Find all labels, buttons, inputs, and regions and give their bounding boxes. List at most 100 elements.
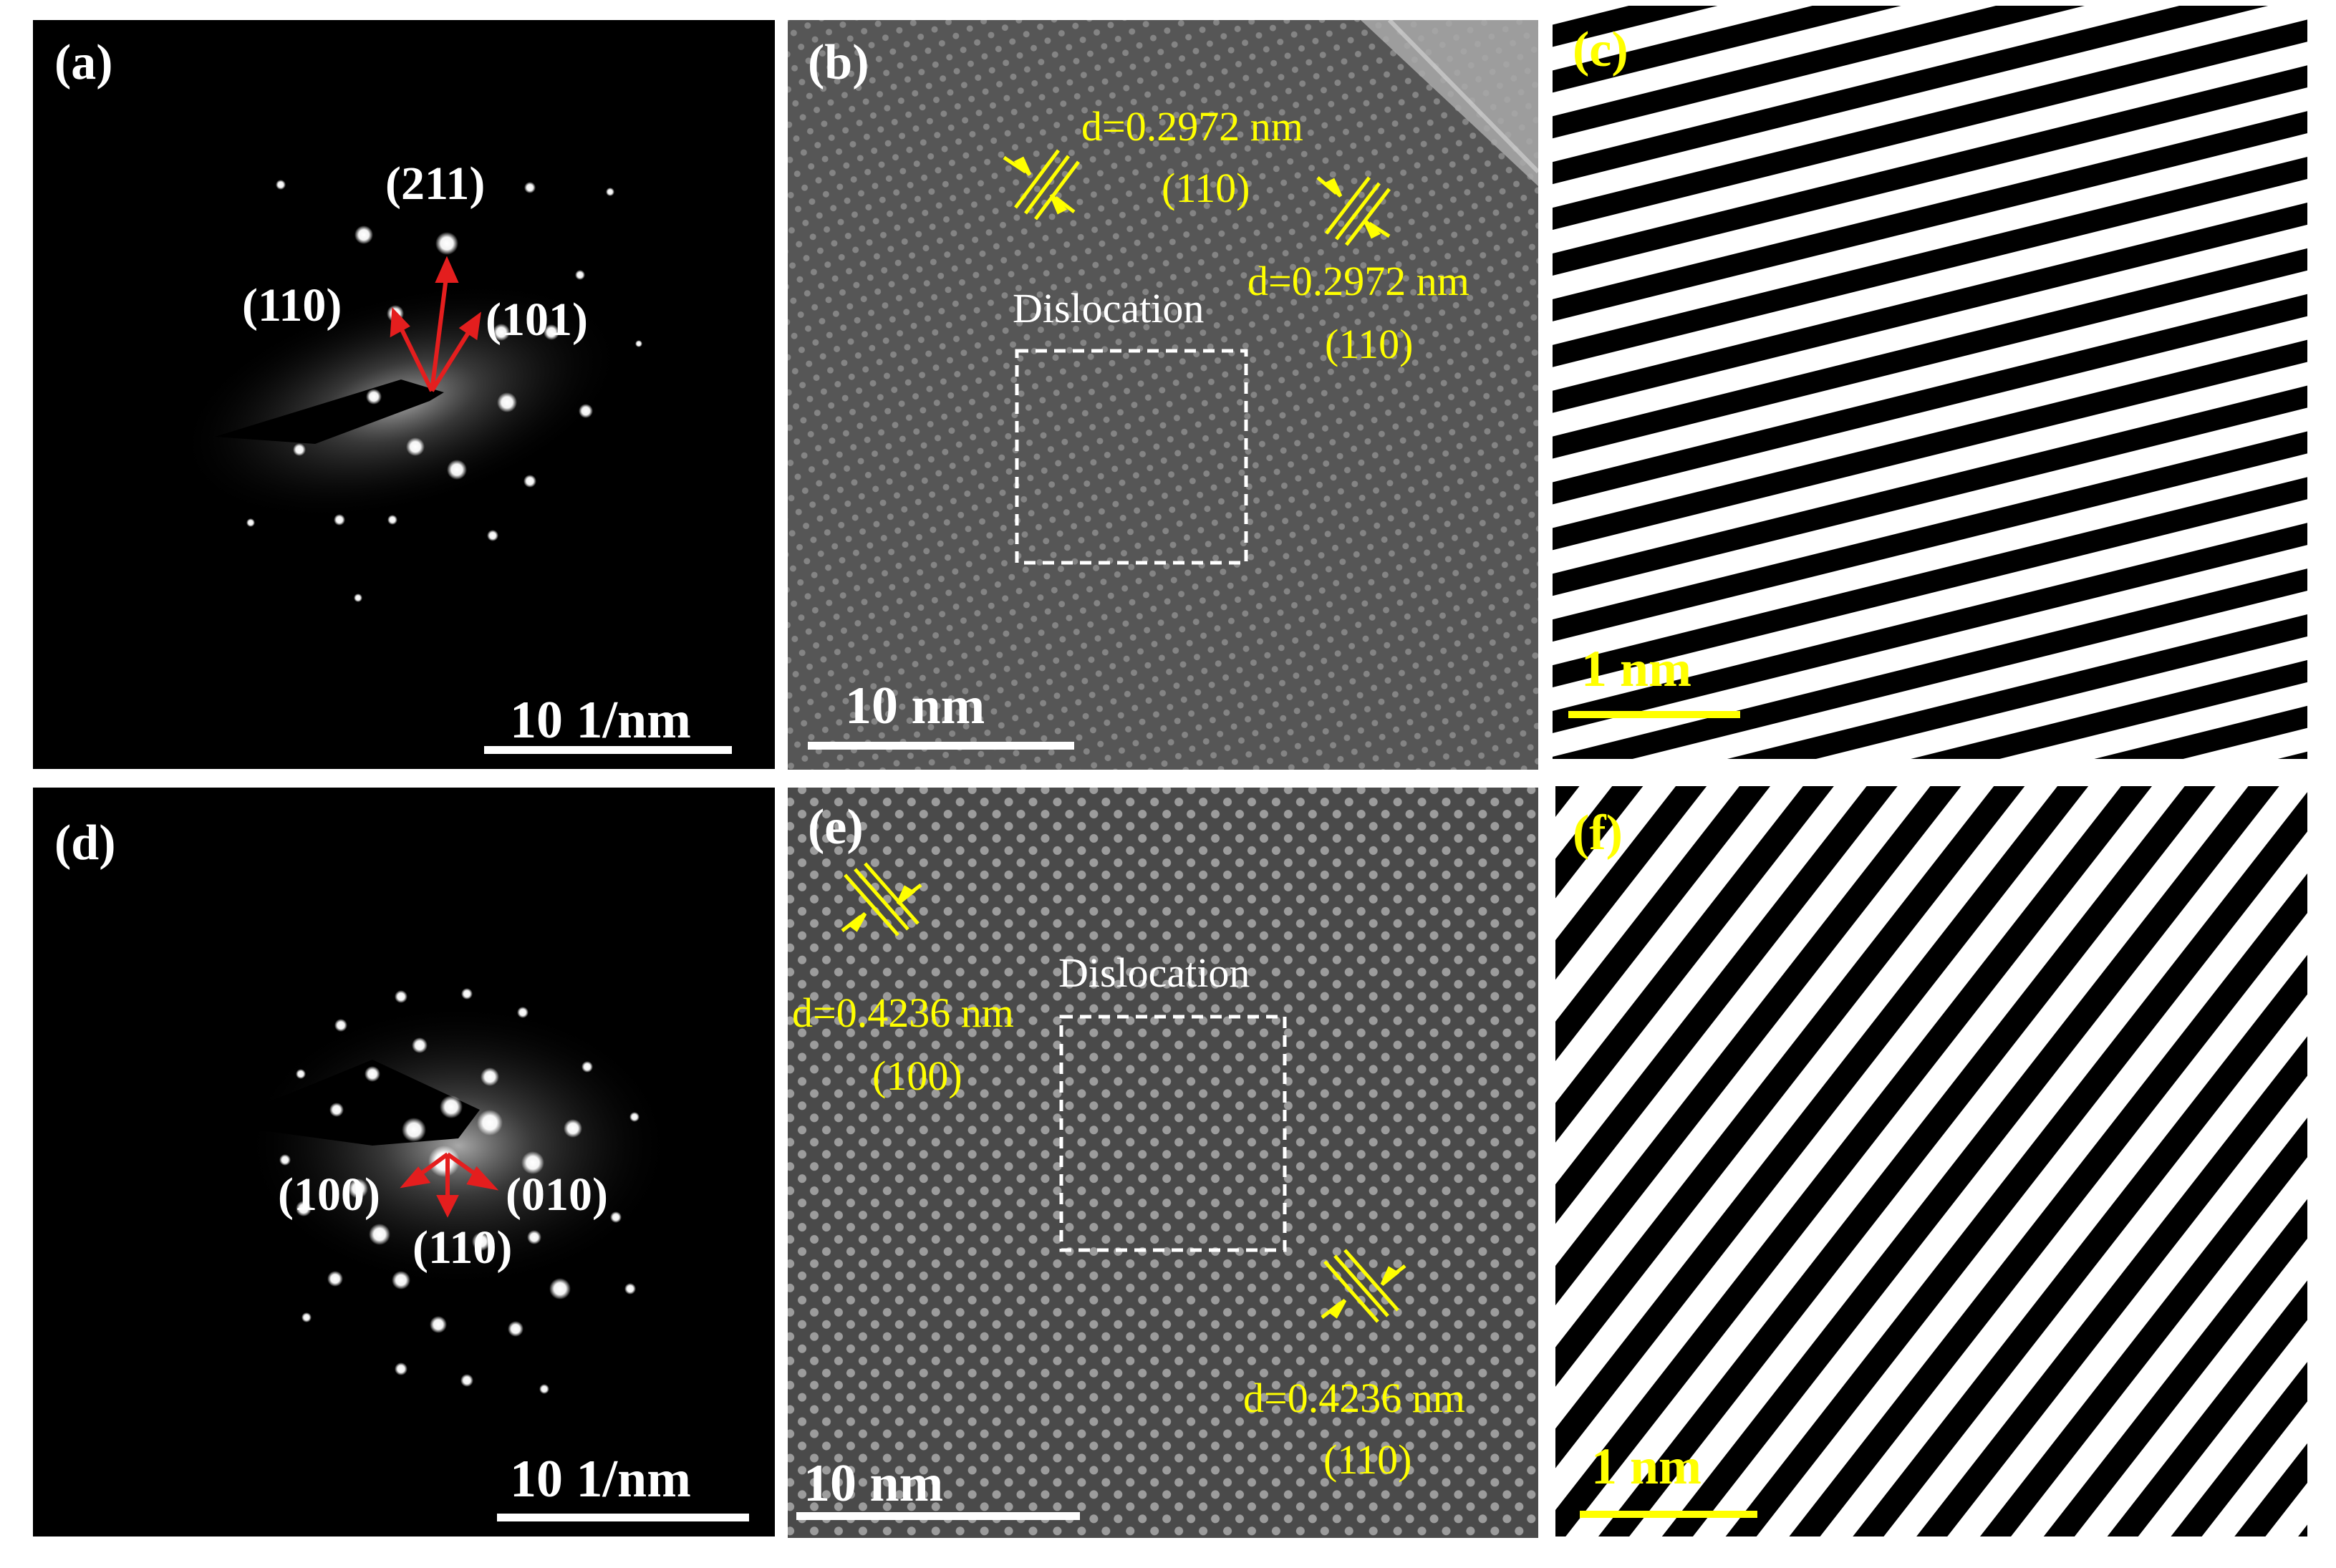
diffraction-spot — [508, 1321, 523, 1337]
diffraction-spot — [539, 1384, 549, 1394]
diffraction-spot — [293, 443, 306, 456]
panel-d: (d) (100) (010) (110) 10 1/nm — [33, 788, 775, 1536]
dislocation-label: Dislocation — [1013, 285, 1204, 331]
diffraction-spot — [523, 475, 536, 488]
fringe-marker-1 — [841, 862, 922, 937]
diffraction-spot — [579, 404, 593, 418]
diffraction-spot — [487, 530, 498, 541]
diffraction-spot — [544, 324, 559, 340]
panel-a-label: (a) — [54, 35, 113, 90]
diffraction-spot — [564, 1119, 582, 1138]
scale-bar-label: 10 nm — [845, 677, 985, 735]
dislocation-box — [1059, 1015, 1287, 1252]
diffraction-spots — [279, 988, 639, 1394]
fringe-marker-2 — [1316, 176, 1391, 246]
panel-a: (a) (211) (110) (101) 10 1/nm — [33, 20, 775, 769]
diffraction-spot — [296, 1201, 312, 1216]
panel-b: (b) d=0.2972 nm (110) d=0.2972 nm (110) … — [788, 20, 1538, 770]
diffraction-spot — [334, 1019, 347, 1032]
scale-bar — [484, 746, 732, 754]
diffraction-spot — [575, 270, 585, 280]
diffraction-spot — [521, 1151, 544, 1174]
diffraction-spot — [395, 990, 407, 1003]
spot-label-110: (110) — [412, 1221, 512, 1274]
plane-2: (110) — [1323, 1436, 1411, 1483]
diffraction-spot — [524, 182, 536, 193]
panel-c-label: (c) — [1573, 22, 1628, 77]
diffraction-spot — [392, 1271, 410, 1289]
beam-stopper — [215, 379, 444, 444]
spot-label-110: (110) — [242, 279, 342, 331]
panel-d-label: (d) — [54, 816, 116, 871]
scale-bar — [497, 1514, 749, 1521]
diffraction-spot — [493, 324, 510, 341]
diffraction-spot — [366, 389, 382, 405]
amorphous-region — [1361, 20, 1538, 186]
diffraction-spot — [354, 226, 373, 244]
diffraction-spot — [276, 180, 286, 190]
diffraction-spot — [406, 437, 425, 456]
diffraction-spot — [329, 1103, 344, 1117]
diffraction-spot — [461, 988, 473, 1000]
scale-bar — [808, 742, 1074, 750]
diffraction-spot — [472, 1232, 491, 1251]
diffraction-spot — [348, 1179, 368, 1199]
panel-e: (e) d=0.4236 nm (100) Dislocation d=0.42… — [788, 788, 1538, 1538]
scale-bar-label: 1 nm — [1581, 640, 1691, 697]
diffraction-spot — [481, 1068, 499, 1086]
diffraction-spot — [497, 392, 517, 412]
diffraction-spot — [301, 1312, 312, 1322]
hrtem-lattice — [788, 20, 1538, 770]
diffraction-spot — [435, 232, 458, 255]
diffraction-spot — [629, 1112, 639, 1122]
diffraction-spot — [327, 1271, 343, 1287]
diffraction-spot — [354, 594, 362, 602]
panel-f: (f) 1 nm — [1555, 786, 2307, 1536]
diffraction-spot — [460, 1374, 473, 1387]
diffraction-spot — [581, 1061, 593, 1073]
scale-bar — [796, 1512, 1080, 1520]
d-spacing-1: d=0.2972 nm — [1081, 103, 1303, 150]
panel-b-label: (b) — [808, 35, 869, 90]
diffraction-spot — [279, 1154, 291, 1166]
diffraction-spot — [387, 515, 397, 525]
diffraction-spot — [635, 340, 642, 347]
spot-label-211: (211) — [385, 158, 485, 210]
diffraction-spot — [517, 1007, 529, 1018]
plane-2: (110) — [1325, 321, 1413, 367]
diffraction-spot — [395, 1363, 407, 1375]
scale-bar — [1568, 711, 1740, 718]
diffraction-spot — [296, 1069, 306, 1079]
spot-label-100: (100) — [278, 1168, 380, 1221]
diffraction-spot — [430, 1316, 447, 1333]
diffraction-spots — [246, 180, 642, 602]
d-spacing-2: d=0.2972 nm — [1247, 258, 1469, 304]
dislocation-box — [1015, 349, 1248, 565]
diffraction-spot — [549, 1278, 571, 1300]
diffraction-spot — [624, 1283, 636, 1294]
plane-1: (100) — [872, 1052, 962, 1099]
diffraction-spot — [440, 1095, 463, 1118]
d-spacing-1: d=0.4236 nm — [792, 989, 1014, 1036]
spot-label-101: (101) — [486, 294, 588, 346]
diffraction-spot — [428, 1146, 460, 1177]
plane-1: (110) — [1162, 165, 1250, 211]
spot-label-010: (010) — [506, 1168, 608, 1221]
reflection-arrows — [390, 256, 481, 392]
diffraction-spot — [369, 1224, 390, 1245]
diffraction-spot — [246, 518, 255, 527]
d-spacing-2: d=0.4236 nm — [1243, 1375, 1465, 1421]
scale-bar-label: 10 1/nm — [510, 691, 691, 750]
panel-e-label: (e) — [808, 800, 864, 855]
panel-c: (c) 1 nm — [1553, 6, 2307, 759]
scale-bar-label: 1 nm — [1591, 1438, 1702, 1495]
diffraction-spot — [477, 1110, 503, 1136]
ifft-fringes — [1555, 786, 2307, 1536]
diffraction-spot — [610, 1211, 622, 1223]
scale-bar-label: 10 1/nm — [510, 1450, 691, 1509]
ifft-fringes — [1553, 6, 2307, 759]
diffraction-spot — [334, 514, 345, 526]
dislocation-label: Dislocation — [1058, 949, 1250, 996]
diffraction-spot — [527, 1230, 541, 1244]
